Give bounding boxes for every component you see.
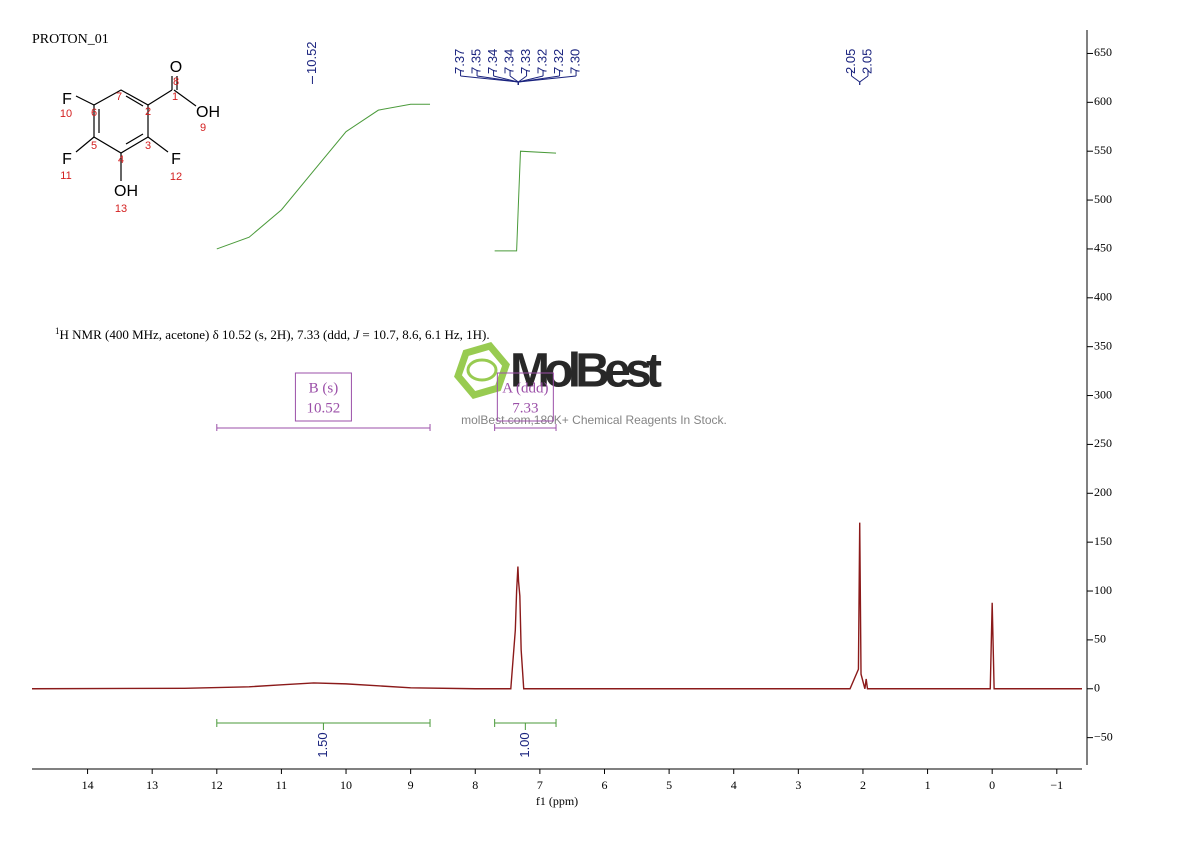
y-tick-label: 300 <box>1094 387 1112 401</box>
integral-label: 1.00 <box>517 732 532 757</box>
structure-label: 9 <box>200 122 206 134</box>
structure-label: 3 <box>145 140 151 152</box>
multiplet-box <box>294 372 352 422</box>
peak-label: 7.30 <box>567 49 582 74</box>
x-tick-label: 6 <box>601 778 607 792</box>
peak-label: 2.05 <box>843 49 858 74</box>
structure-label: 11 <box>60 170 71 182</box>
structure-label: O <box>170 59 182 76</box>
x-tick-label: 4 <box>731 778 737 792</box>
x-tick-label: 12 <box>211 778 223 792</box>
y-tick-label: 200 <box>1094 485 1112 499</box>
structure-label: 6 <box>91 107 97 119</box>
watermark-subtitle: molBest.com,180K+ Chemical Reagents In S… <box>461 413 727 427</box>
multiplet-label: A (ddd) <box>502 380 548 396</box>
structure-label: 7 <box>116 91 122 103</box>
multiplet-shift: 7.33 <box>512 400 538 416</box>
x-tick-label: 1 <box>925 778 931 792</box>
peak-label: 7.32 <box>551 49 566 74</box>
description-part: = 10.7, 8.6, 6.1 Hz, 1H). <box>359 327 489 342</box>
multiplet-bar <box>494 424 557 431</box>
y-tick-label: −50 <box>1094 729 1113 743</box>
x-tick-label: 8 <box>472 778 478 792</box>
peak-label: 2.05 <box>859 49 874 74</box>
y-tick-label: 250 <box>1094 436 1112 450</box>
y-tick-label: 550 <box>1094 143 1112 157</box>
peak-label: 7.35 <box>468 49 483 74</box>
structure-label: 10 <box>60 108 72 120</box>
x-tick-label: 11 <box>276 778 288 792</box>
peak-label: 7.34 <box>485 49 500 74</box>
y-tick-label: 600 <box>1094 94 1112 108</box>
x-tick-label: 0 <box>989 778 995 792</box>
peak-connector <box>859 70 869 85</box>
peak-label: 7.33 <box>518 49 533 74</box>
structure-label: 13 <box>115 203 127 215</box>
structure-label: 8 <box>173 76 179 88</box>
nmr-description: 1H NMR (400 MHz, acetone) δ 10.52 (s, 2H… <box>55 326 490 342</box>
multiplet-shift: 10.52 <box>307 400 341 416</box>
watermark-title: MolBest <box>510 345 662 398</box>
peak-label: 7.37 <box>452 49 467 74</box>
structure-bonds <box>75 76 197 181</box>
x-tick-label: 10 <box>340 778 352 792</box>
x-tick-label: −1 <box>1050 778 1063 792</box>
description-part: H NMR (400 MHz, acetone) δ 10.52 (s, 2H)… <box>60 327 354 342</box>
y-tick-label: 350 <box>1094 338 1112 352</box>
multiplet-bar <box>216 424 431 431</box>
peak-label: 10.52 <box>304 41 319 74</box>
structure-label: 1 <box>172 91 178 103</box>
structure-label: 5 <box>91 140 97 152</box>
integral-bar <box>216 719 431 730</box>
y-tick-label: 150 <box>1094 534 1112 548</box>
watermark-logo <box>466 358 498 382</box>
x-tick-label: 5 <box>666 778 672 792</box>
x-tick-label: 14 <box>82 778 94 792</box>
watermark: MolBest molBest.com,180K+ Chemical Reage… <box>454 342 727 427</box>
series-line <box>494 150 557 252</box>
y-tick-label: 0 <box>1094 681 1100 695</box>
structure-label: F <box>171 151 181 168</box>
series-line <box>31 522 1082 690</box>
y-tick-label: 50 <box>1094 632 1106 646</box>
structure-label: 2 <box>145 106 151 118</box>
y-tick-label: 650 <box>1094 45 1112 59</box>
chart-title: PROTON_01 <box>32 32 109 47</box>
multiplet-label: B (s) <box>309 380 339 396</box>
structure-label: F <box>62 151 72 168</box>
multiplet-box <box>496 372 554 422</box>
structure-label: 4 <box>118 154 124 166</box>
x-tick-label: 9 <box>408 778 414 792</box>
x-tick-label: 13 <box>146 778 158 792</box>
series-line <box>216 103 431 250</box>
y-tick-label: 400 <box>1094 290 1112 304</box>
structure-label: OH <box>114 183 138 200</box>
y-tick-label: 500 <box>1094 192 1112 206</box>
integral-bar <box>494 719 557 730</box>
x-axis-label: f1 (ppm) <box>536 794 578 808</box>
x-tick-label: 2 <box>860 778 866 792</box>
structure-label: 12 <box>170 171 182 183</box>
integral-label: 1.50 <box>315 732 330 757</box>
peak-label: 7.32 <box>534 49 549 74</box>
watermark-logo <box>454 342 510 399</box>
peak-connector <box>517 70 577 85</box>
axis-lines <box>32 30 1088 770</box>
x-tick-label: 7 <box>537 778 543 792</box>
y-tick-label: 100 <box>1094 583 1112 597</box>
structure-label: OH <box>196 104 220 121</box>
structure-label: F <box>62 91 72 108</box>
description-part: 1 <box>55 326 60 336</box>
description-part: J <box>353 327 360 342</box>
y-tick-label: 450 <box>1094 241 1112 255</box>
x-tick-label: 3 <box>795 778 801 792</box>
peak-label: 7.34 <box>501 49 516 74</box>
